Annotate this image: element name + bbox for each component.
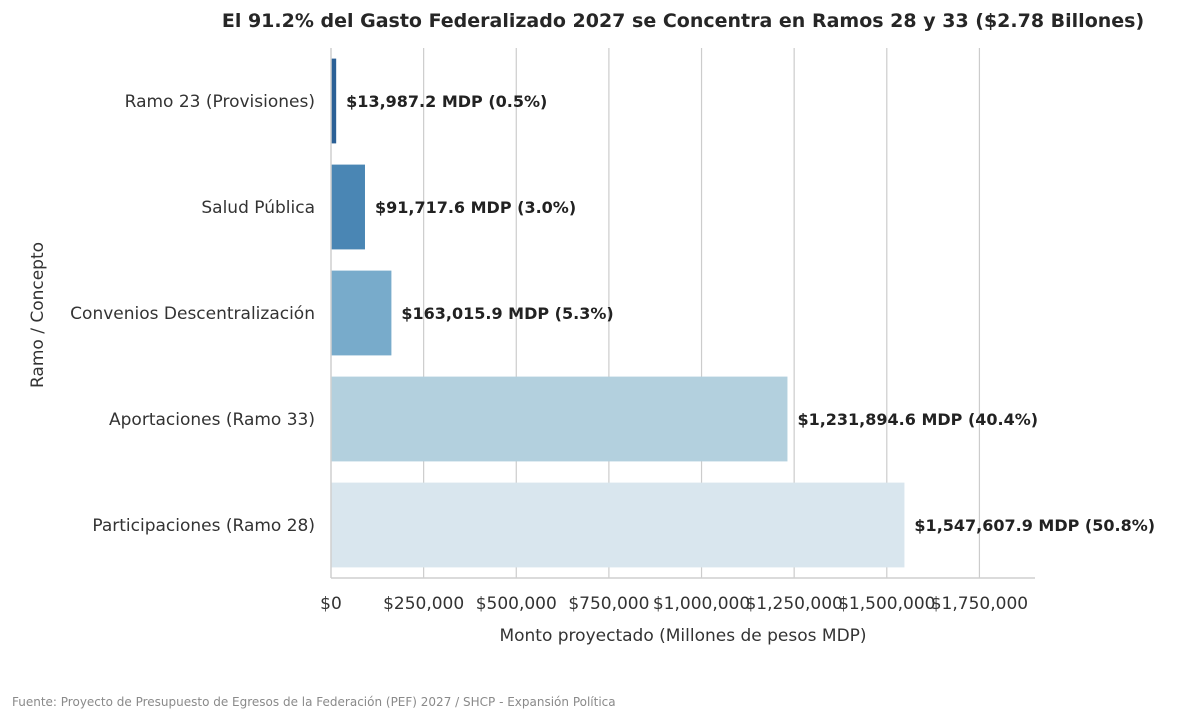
bar: [331, 164, 365, 250]
chart: El 91.2% del Gasto Federalizado 2027 se …: [28, 10, 1155, 646]
bar: [331, 270, 392, 356]
x-tick-label: $250,000: [383, 594, 464, 614]
x-tick-label: $500,000: [476, 594, 557, 614]
data-label: $1,547,607.9 MDP (50.8%): [914, 516, 1155, 535]
bar: [331, 376, 788, 462]
x-axis-title: Monto proyectado (Millones de pesos MDP): [499, 626, 866, 646]
data-label: $91,717.6 MDP (3.0%): [375, 198, 576, 217]
grid: [423, 48, 981, 578]
category-label: Participaciones (Ramo 28): [92, 516, 315, 536]
data-label: $13,987.2 MDP (0.5%): [346, 92, 547, 111]
chart-title: El 91.2% del Gasto Federalizado 2027 se …: [222, 10, 1144, 32]
data-label: $1,231,894.6 MDP (40.4%): [797, 410, 1038, 429]
data-label: $163,015.9 MDP (5.3%): [401, 304, 613, 323]
x-tick-label: $1,750,000: [931, 594, 1028, 614]
bar: [331, 58, 337, 144]
category-label: Convenios Descentralización: [70, 304, 315, 324]
axes: [330, 48, 1035, 579]
bars: [331, 58, 905, 568]
x-tick-label: $0: [320, 594, 342, 614]
x-tick-label: $1,250,000: [745, 594, 842, 614]
labels: $0 $250,000 $500,000 $750,000 $1,000,000$1,2…: [70, 92, 1155, 614]
category-label: Ramo 23 (Provisiones): [125, 92, 315, 112]
x-tick-label: $1,500,000: [838, 594, 935, 614]
category-label: Aportaciones (Ramo 33): [109, 410, 315, 430]
category-label: Salud Pública: [201, 198, 315, 218]
y-axis-title: Ramo / Concepto: [28, 242, 48, 388]
bar: [331, 482, 905, 568]
x-tick-label: $1,000,000: [653, 594, 750, 614]
source-note: Fuente: Proyecto de Presupuesto de Egres…: [12, 695, 616, 709]
x-tick-label: $750,000: [568, 594, 649, 614]
